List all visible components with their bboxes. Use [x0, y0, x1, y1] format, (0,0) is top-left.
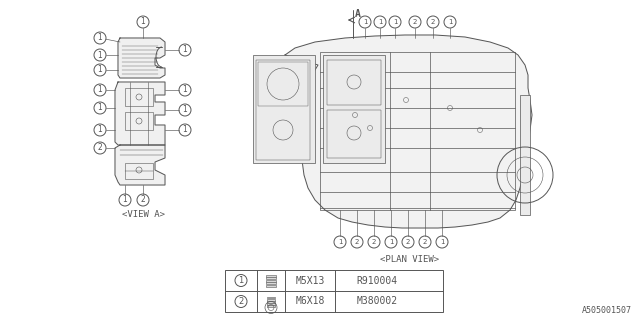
Text: 1: 1 [123, 196, 127, 204]
Bar [323, 55, 385, 163]
Text: 2: 2 [372, 239, 376, 245]
Text: 1: 1 [440, 239, 444, 245]
Text: 2: 2 [238, 297, 244, 306]
Text: 2: 2 [413, 19, 417, 25]
Bar [267, 303, 275, 305]
Bar [266, 275, 276, 276]
Bar [125, 163, 153, 179]
Text: 2: 2 [141, 196, 145, 204]
Text: 1: 1 [98, 66, 102, 75]
Bar [327, 60, 381, 105]
Text: 1: 1 [338, 239, 342, 245]
Polygon shape [118, 38, 165, 78]
Polygon shape [115, 145, 165, 185]
Text: 1: 1 [388, 239, 393, 245]
Bar [125, 112, 153, 130]
Text: 1: 1 [98, 85, 102, 94]
Text: M380002: M380002 [356, 297, 397, 307]
Bar [256, 60, 310, 160]
Bar [266, 282, 276, 284]
Text: M6X18: M6X18 [295, 297, 324, 307]
Text: 1: 1 [98, 51, 102, 60]
Polygon shape [115, 82, 165, 145]
Text: 2: 2 [423, 239, 427, 245]
Text: 1: 1 [182, 85, 188, 94]
Text: R910004: R910004 [356, 276, 397, 285]
Bar [520, 95, 530, 215]
Text: 1: 1 [182, 125, 188, 134]
Bar [125, 88, 153, 106]
Bar [267, 299, 275, 300]
Text: 2: 2 [98, 143, 102, 153]
Text: 1: 1 [141, 18, 145, 27]
Bar [266, 277, 276, 279]
Bar [266, 284, 276, 286]
Text: 2: 2 [406, 239, 410, 245]
Text: 2: 2 [355, 239, 359, 245]
Bar [267, 297, 275, 298]
Text: <VIEW A>: <VIEW A> [122, 210, 164, 219]
Text: A505001507: A505001507 [582, 306, 632, 315]
Text: 1: 1 [238, 276, 244, 285]
Text: 1: 1 [363, 19, 367, 25]
Text: 1: 1 [98, 103, 102, 113]
Text: <PLAN VIEW>: <PLAN VIEW> [380, 255, 440, 264]
Text: A: A [355, 9, 361, 19]
Text: 1: 1 [448, 19, 452, 25]
Bar [267, 301, 275, 303]
Text: M5X13: M5X13 [295, 276, 324, 285]
Bar [266, 279, 276, 282]
Bar [253, 55, 315, 163]
Text: 1: 1 [182, 45, 188, 54]
Text: 2: 2 [431, 19, 435, 25]
Text: 1: 1 [98, 34, 102, 43]
Text: 1: 1 [182, 106, 188, 115]
Polygon shape [285, 35, 532, 228]
Bar [267, 305, 275, 307]
Bar [225, 270, 443, 312]
Bar [258, 62, 308, 106]
Text: 1: 1 [98, 125, 102, 134]
Bar [327, 110, 381, 158]
Text: 1: 1 [393, 19, 397, 25]
Bar [320, 52, 515, 210]
Text: 1: 1 [378, 19, 382, 25]
